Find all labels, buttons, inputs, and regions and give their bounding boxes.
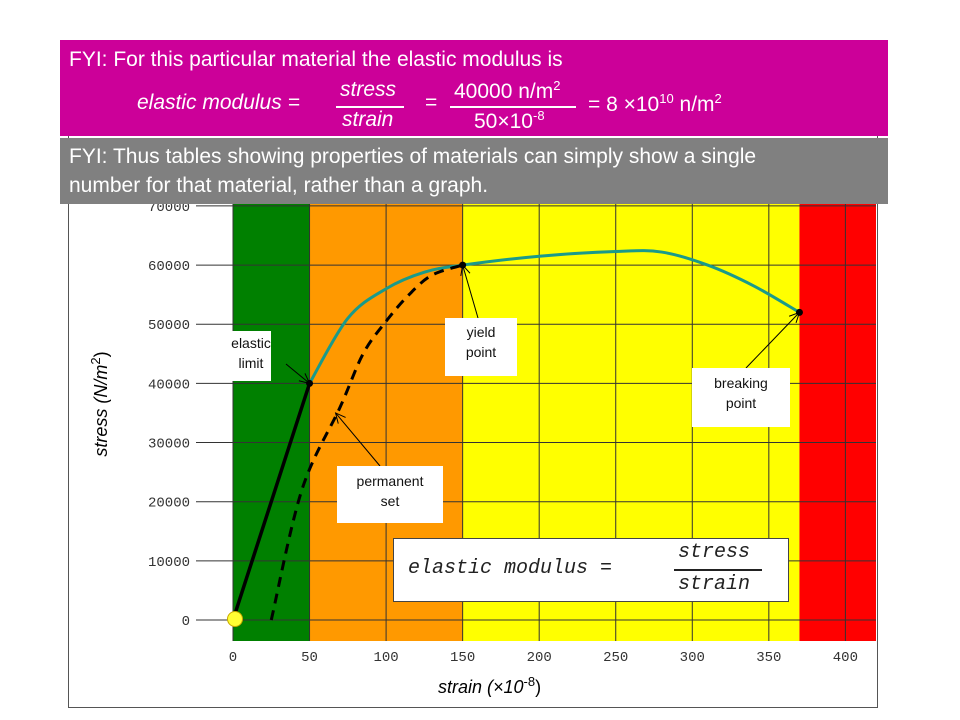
fyi-frac2-den-sup: -8: [532, 108, 545, 123]
x-tick-labels: 0 50 100 150 200 250 300 350 400: [229, 650, 858, 666]
fyi-frac1-denominator: strain: [342, 108, 394, 131]
elastic-modulus-formula-box: elastic modulus = stress strain: [393, 538, 789, 602]
x-tick-label-300: 300: [680, 650, 705, 666]
fyi-frac1-numerator: stress: [340, 78, 397, 101]
data-markers: [227, 261, 803, 627]
marker-0: [306, 379, 314, 387]
formula-denominator: strain: [678, 573, 751, 596]
permanent-set-callout: permanent set: [337, 466, 443, 523]
marker-1: [459, 261, 467, 269]
x-tick-label-400: 400: [833, 650, 858, 666]
series-elastic-line: [231, 382, 312, 621]
y-axis-title-text: stress (N/m: [91, 364, 111, 457]
fyi-frac2-bar: [450, 106, 576, 108]
y-axis-title-end: ): [91, 351, 111, 358]
yield-point-arrow: [462, 264, 479, 319]
permanent-set-arrow-head: [334, 412, 346, 424]
elastic-limit-line2: limit: [238, 355, 264, 371]
y-tick-label-40000: 40000: [148, 377, 190, 393]
fyi-result-unit-sup: 2: [714, 91, 722, 106]
y-tick-label-10000: 10000: [148, 555, 190, 571]
fyi-result-exponent: 10: [659, 91, 674, 106]
y-axis-title: stress (N/m2): [88, 351, 112, 456]
region-3: [799, 200, 876, 641]
breaking-point-callout: breaking point: [692, 368, 790, 427]
breaking-point-line2: point: [725, 395, 757, 411]
x-tick-label-50: 50: [301, 650, 318, 666]
yield-point-line2: point: [465, 344, 497, 360]
fyi-tables-banner: FYI: Thus tables showing properties of m…: [60, 138, 888, 204]
fyi-tables-line1: FYI: Thus tables showing properties of m…: [69, 145, 757, 168]
x-axis-title-text: strain (×10: [438, 677, 524, 697]
series-stress-curve: [308, 249, 801, 385]
formula-fraction-bar: [674, 569, 762, 571]
fyi-result-unit: n/m: [673, 93, 715, 116]
y-tick-label-0: 0: [182, 614, 190, 630]
series-permanent-set: [269, 263, 464, 621]
x-tick-label-350: 350: [756, 650, 781, 666]
fyi-frac2-den-value: 50: [474, 110, 498, 133]
fyi-modulus-intro: FYI: For this particular material the el…: [69, 48, 563, 71]
fyi-equals: =: [425, 91, 438, 114]
y-tick-label-20000: 20000: [148, 496, 190, 512]
y-tick-label-30000: 30000: [148, 437, 190, 453]
origin-marker: [227, 611, 243, 627]
x-tick-label-200: 200: [527, 650, 552, 666]
breaking-point-arrow: [745, 312, 800, 369]
fyi-tables-line2: number for that material, rather than a …: [69, 174, 489, 197]
x-tick-label-150: 150: [450, 650, 475, 666]
breaking-point-line1: breaking: [714, 375, 768, 391]
data-series: [231, 249, 801, 621]
yield-point-callout: yield point: [445, 318, 517, 376]
marker-2: [795, 308, 803, 316]
x-tick-label-0: 0: [229, 650, 237, 666]
permanent-set-line2: set: [380, 493, 400, 509]
y-tick-label-50000: 50000: [148, 318, 190, 334]
fyi-frac2-den-base: 10: [509, 110, 533, 133]
fyi-frac1-bar: [336, 106, 404, 108]
fyi-frac2-den-times: ×: [497, 110, 510, 133]
elastic-limit-callout: elastic limit: [231, 331, 271, 381]
fyi-frac2-denominator: 50×10-8: [474, 108, 545, 134]
fyi-modulus-lhs: elastic modulus =: [137, 91, 300, 114]
x-axis-title-sup: -8: [523, 674, 536, 689]
elastic-limit-arrow: [285, 363, 310, 384]
fyi-result-value: = 8 ×10: [588, 93, 660, 116]
fyi-frac2-numerator: 40000 n/m2: [454, 78, 560, 104]
formula-numerator: stress: [678, 541, 751, 564]
x-tick-label-250: 250: [603, 650, 628, 666]
fyi-frac2-numerator-sup: 2: [553, 78, 561, 93]
fyi-frac2-numerator-text: 40000 n/m: [454, 80, 554, 103]
x-tick-label-100: 100: [373, 650, 398, 666]
y-axis-title-sup: 2: [88, 357, 103, 365]
formula-lhs: elastic modulus =: [408, 557, 613, 580]
permanent-set-arrow: [335, 412, 381, 467]
x-axis-title-end: ): [535, 677, 542, 697]
fyi-modulus-banner: FYI: For this particular material the el…: [60, 40, 888, 136]
fyi-result: = 8 ×1010 n/m2: [588, 91, 722, 117]
x-axis-title: strain (×10-8): [438, 674, 541, 698]
permanent-set-line1: permanent: [356, 473, 424, 489]
yield-point-line1: yield: [466, 324, 496, 340]
elastic-limit-line1: elastic: [231, 335, 271, 351]
y-tick-label-60000: 60000: [148, 259, 190, 275]
